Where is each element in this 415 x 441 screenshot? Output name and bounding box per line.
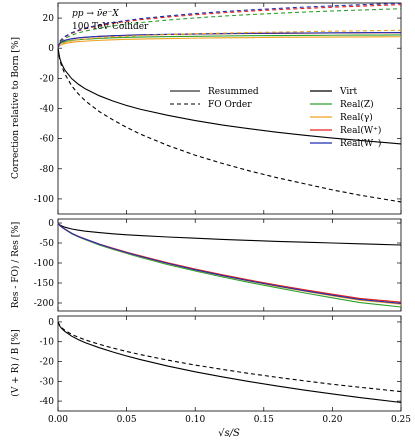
panel-main: 20 0 -20 -40 -60 -80 -100 Correction relative … — [11, 2, 402, 215]
panel-main-ytick-label: 0 — [48, 44, 54, 54]
panel-main-series-line-0 — [57, 48, 402, 145]
x-tick-label: 0.05 — [117, 415, 137, 425]
panel-ratio-ytick-label: 0 — [48, 219, 54, 229]
process-annotation: pp → ν̄e⁻X — [72, 9, 119, 19]
panel-ratio-ytick-label: -150 — [34, 279, 54, 289]
panel-combined-ylabel: (V + R) / B [%] — [10, 329, 21, 396]
legend-virt-label: Virt — [339, 87, 358, 97]
panel-main-ytick-label: -80 — [40, 165, 55, 175]
panel-ratio-series-line-3 — [57, 222, 402, 303]
legend-resummed-label: Resummed — [208, 87, 259, 97]
panel-ratio-series-line-2 — [57, 222, 402, 305]
panel-ratio-series-line-4 — [57, 222, 402, 304]
panel-main-ytick-label: -100 — [34, 195, 54, 205]
panel-ratio-series-line-0 — [57, 222, 402, 246]
legend: Resummed FO Order Virt Real(Z) Real(γ) R… — [170, 87, 381, 149]
collider-annotation: 100 TeV Collider — [72, 22, 149, 32]
panel-combined-ytick-label: 0 — [48, 318, 54, 328]
x-tick-label: 0.00 — [48, 415, 68, 425]
panel-ratio: 0 -50 -100 -150 -200 Res - FO) / Res [%] — [10, 218, 402, 312]
legend-real-wminus-label: Real(W⁻) — [340, 138, 381, 149]
panel-main-ytick-label: 20 — [43, 14, 55, 24]
panel-main-ytick-label: -40 — [40, 105, 55, 115]
panel-main-series-line-2 — [57, 34, 402, 49]
panel-ratio-ytick-label: -100 — [34, 259, 54, 269]
panel-combined-ytick-label: -40 — [40, 397, 55, 407]
panel-main-series-line-7 — [57, 29, 402, 49]
panel-main-series-line-9 — [57, 2, 402, 49]
panel-main-ylabel: Correction relative to Born [%] — [11, 37, 21, 179]
panel-combined-ytick-label: -10 — [40, 338, 55, 348]
panel-main-series-line-1 — [57, 48, 402, 203]
legend-real-gamma-label: Real(γ) — [340, 112, 373, 123]
panel-main-ytick-label: -20 — [40, 74, 55, 84]
panel-combined: 0 -10 -20 -30 -40 0.00 0.05 0.10 0.15 0.20 0.25 (V… — [10, 315, 411, 439]
x-tick-label: 0.25 — [391, 415, 411, 425]
panel-ratio-series-line-1 — [57, 222, 402, 308]
panel-ratio-ytick-label: -50 — [40, 239, 55, 249]
legend-fo-order-label: FO Order — [208, 100, 252, 110]
panel-combined-series-line-0 — [57, 321, 402, 404]
panel-combined-ytick-label: -20 — [40, 358, 55, 368]
legend-real-z-label: Real(Z) — [340, 99, 374, 110]
legend-real-wplus-label: Real(W⁺) — [340, 125, 381, 136]
panel-ratio-ytick-label: -200 — [34, 299, 54, 309]
x-tick-label: 0.20 — [322, 415, 342, 425]
panel-combined-series-line-1 — [57, 321, 402, 393]
x-axis-label: √s/S — [218, 428, 240, 439]
panel-combined-frame — [57, 315, 402, 412]
panel-main-ytick-label: -60 — [40, 135, 55, 145]
x-tick-label: 0.15 — [254, 415, 274, 425]
panel-ratio-ylabel: Res - FO) / Res [%] — [10, 222, 21, 309]
panel-combined-ytick-label: -30 — [40, 377, 55, 387]
panel-main-series-line-3 — [57, 36, 402, 49]
panel-main-series-line-5 — [57, 31, 402, 49]
panel-ratio-frame — [57, 218, 402, 312]
x-tick-label: 0.10 — [185, 415, 205, 425]
